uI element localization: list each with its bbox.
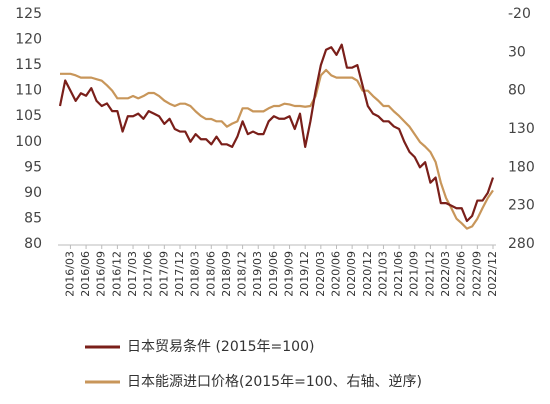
x-tick-label: 2018/03: [189, 251, 202, 297]
x-tick-label: 2016/03: [63, 251, 76, 297]
x-tick-label: 2020/12: [361, 251, 374, 297]
x-tick-label: 2017/06: [142, 251, 155, 297]
x-tick-label: 2017/03: [126, 251, 139, 297]
y2-tick-label: 230: [508, 198, 535, 214]
y-tick-label: 105: [15, 108, 42, 124]
y2-tick-label: -20: [508, 6, 531, 22]
series-line: [60, 68, 494, 230]
x-tick-label: 2017/09: [157, 251, 170, 297]
x-tick-label: 2016/09: [95, 251, 108, 297]
x-tick-label: 2018/06: [204, 251, 217, 297]
y-tick-label: 90: [24, 185, 42, 201]
legend-label: 日本能源进口价格(2015年=100、右轴、逆序): [127, 374, 422, 390]
x-tick-label: 2020/06: [329, 251, 342, 297]
y-tick-label: 85: [24, 210, 42, 226]
y-tick-label: 115: [15, 57, 42, 73]
x-tick-label: 2016/06: [79, 251, 92, 297]
x-tick-label: 2022/09: [470, 251, 483, 297]
x-tick-label: 2018/09: [220, 251, 233, 297]
x-tick-label: 2022/12: [486, 251, 499, 297]
x-tick-label: 2021/09: [408, 251, 421, 297]
x-tick-label: 2021/12: [423, 251, 436, 297]
x-tick-label: 2020/09: [345, 251, 358, 297]
y2-tick-label: 30: [508, 44, 526, 60]
y-tick-label: 80: [24, 236, 42, 252]
series-line: [58, 43, 495, 223]
x-tick-label: 2019/12: [298, 251, 311, 297]
x-tick-label: 2019/06: [267, 251, 280, 297]
x-tick-label: 2019/09: [283, 251, 296, 297]
x-tick-label: 2019/03: [251, 251, 264, 297]
legend-label: 日本贸易条件 (2015年=100): [127, 338, 314, 355]
x-tick-label: 2022/03: [439, 251, 452, 297]
x-tick-label: 2022/06: [455, 251, 468, 297]
y2-tick-label: 280: [508, 236, 535, 252]
x-tick-label: 2020/03: [314, 251, 327, 297]
x-tick-label: 2021/06: [392, 251, 405, 297]
y2-tick-label: 180: [508, 159, 535, 175]
x-tick-label: 2017/12: [173, 251, 186, 297]
x-tick-label: 2021/03: [376, 251, 389, 297]
y2-tick-label: 80: [508, 83, 526, 99]
y-tick-label: 125: [15, 6, 42, 22]
y-tick-label: 120: [15, 32, 42, 48]
y2-tick-label: 130: [508, 121, 535, 137]
y-tick-label: 110: [15, 83, 42, 99]
y-tick-label: 95: [24, 159, 42, 175]
x-tick-label: 2016/12: [110, 251, 123, 297]
x-tick-label: 2018/12: [236, 251, 249, 297]
y-tick-label: 100: [15, 134, 42, 150]
